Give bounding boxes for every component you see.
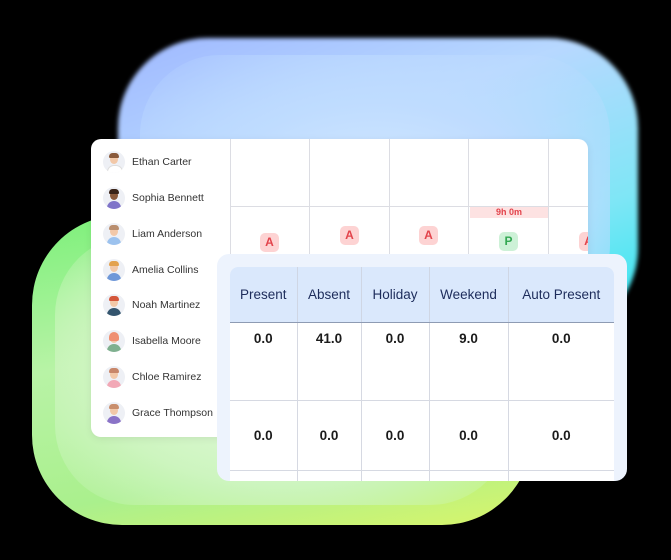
cell-auto-present: 0.0 — [508, 400, 614, 471]
cell-present: 0.0 — [230, 400, 298, 471]
cell-auto-present: 0.0 — [508, 322, 614, 401]
noah-avatar — [103, 294, 125, 316]
column-header-auto-present[interactable]: Auto Present — [508, 267, 614, 323]
table-header-row: Present Absent Holiday Weekend Auto Pres… — [230, 267, 614, 323]
grid-divider — [231, 206, 588, 207]
employee-list: Ethan Carter Sophia Bennett Liam Anderso… — [91, 139, 230, 437]
employee-row[interactable]: Grace Thompson — [103, 398, 213, 428]
cell-holiday: 0.0 — [361, 470, 430, 481]
employee-row[interactable]: Liam Anderson — [103, 219, 202, 249]
column-header-absent[interactable]: Absent — [297, 267, 362, 323]
chloe-avatar — [103, 366, 125, 388]
employee-name: Liam Anderson — [132, 228, 203, 240]
cell-weekend: 9.0 — [429, 322, 509, 401]
employee-row[interactable]: Ethan Carter — [103, 147, 192, 177]
column-header-present[interactable]: Present — [230, 267, 298, 323]
worked-hours-label: 9h 0m — [470, 207, 548, 218]
status-badge-absent[interactable]: A — [419, 226, 438, 245]
amelia-avatar — [103, 259, 125, 281]
cell-present: 0.0 — [230, 322, 298, 401]
employee-name: Grace Thompson — [132, 407, 213, 419]
table-row: 0.0 41.0 0.0 9.0 0.0 — [230, 322, 614, 401]
employee-row[interactable]: Amelia Collins — [103, 255, 199, 285]
column-header-weekend[interactable]: Weekend — [429, 267, 509, 323]
table-row: 1.0 55.0 0.0 9.0 0.0 — [230, 470, 614, 481]
cell-present: 1.0 — [230, 470, 298, 481]
table-row: 0.0 0.0 0.0 0.0 0.0 — [230, 400, 614, 471]
isabella-avatar — [103, 330, 125, 352]
grace-avatar — [103, 402, 125, 424]
attendance-summary-card: Present Absent Holiday Weekend Auto Pres… — [217, 254, 627, 481]
employee-name: Sophia Bennett — [132, 192, 204, 204]
column-header-holiday[interactable]: Holiday — [361, 267, 430, 323]
status-badge-present[interactable]: P — [499, 232, 518, 251]
status-badge-absent[interactable]: A — [340, 226, 359, 245]
cell-holiday: 0.0 — [361, 400, 430, 471]
cell-absent: 41.0 — [297, 322, 362, 401]
employee-name: Chloe Ramirez — [132, 371, 202, 383]
employee-row[interactable]: Isabella Moore — [103, 326, 201, 356]
status-badge-absent[interactable]: A — [579, 232, 588, 251]
cell-auto-present: 0.0 — [508, 470, 614, 481]
summary-table-container: Present Absent Holiday Weekend Auto Pres… — [230, 267, 614, 481]
summary-table: Present Absent Holiday Weekend Auto Pres… — [230, 267, 614, 481]
cell-holiday: 0.0 — [361, 322, 430, 401]
employee-name: Ethan Carter — [132, 156, 192, 168]
employee-name: Isabella Moore — [132, 335, 201, 347]
cell-weekend: 9.0 — [429, 470, 509, 481]
ethan-avatar — [103, 151, 125, 173]
employee-name: Amelia Collins — [132, 264, 199, 276]
liam-avatar — [103, 223, 125, 245]
cell-absent: 55.0 — [297, 470, 362, 481]
cell-absent: 0.0 — [297, 400, 362, 471]
employee-row[interactable]: Sophia Bennett — [103, 183, 204, 213]
sophia-avatar — [103, 187, 125, 209]
employee-name: Noah Martinez — [132, 299, 201, 311]
employee-row[interactable]: Chloe Ramirez — [103, 362, 201, 392]
status-badge-absent[interactable]: A — [260, 233, 279, 252]
employee-row[interactable]: Noah Martinez — [103, 290, 200, 320]
cell-weekend: 0.0 — [429, 400, 509, 471]
